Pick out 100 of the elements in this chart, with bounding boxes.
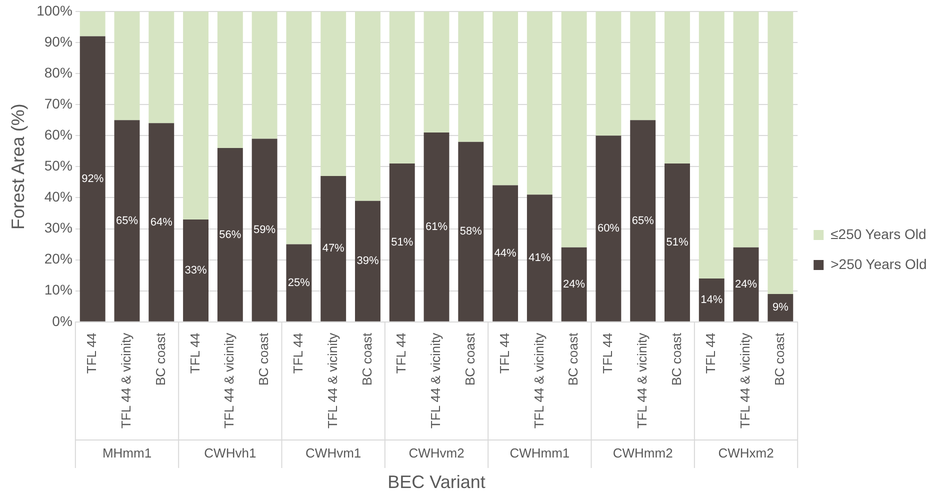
y-tick-label: 100% bbox=[36, 2, 72, 18]
bar bbox=[217, 11, 243, 148]
x-tick-label: BC coast bbox=[772, 332, 787, 386]
bar bbox=[80, 36, 106, 322]
text: MHmm1 bbox=[102, 446, 152, 461]
data-label: 14% bbox=[700, 294, 723, 306]
y-tick-label: 10% bbox=[44, 282, 72, 298]
bar bbox=[664, 11, 690, 164]
bar bbox=[252, 138, 278, 322]
bar bbox=[424, 11, 450, 132]
text: CWHvm2 bbox=[408, 446, 464, 461]
x-tick-label: TFL 44 & vicinity bbox=[222, 332, 237, 429]
x-tick-label: TFL 44 & vicinity bbox=[634, 332, 650, 429]
x-tick-label: BC coast bbox=[668, 332, 684, 386]
text: CWHmm1 bbox=[510, 446, 570, 461]
data-label: 47% bbox=[322, 242, 345, 255]
bar bbox=[217, 148, 243, 322]
x-axis-title: BEC Variant bbox=[388, 472, 486, 492]
bar bbox=[526, 194, 552, 322]
x-tick-label: BC coast bbox=[152, 332, 168, 386]
x-tick-label: TFL 44 & vicinity bbox=[531, 332, 546, 429]
data-label: 56% bbox=[219, 228, 242, 241]
bar bbox=[320, 11, 346, 176]
bar bbox=[561, 247, 587, 322]
bar bbox=[252, 11, 278, 139]
x-tick-label: BC coast bbox=[566, 332, 581, 386]
bar bbox=[458, 11, 484, 142]
y-tick-label: 30% bbox=[44, 220, 72, 236]
y-tick-label: 70% bbox=[44, 95, 72, 112]
x-tick-label: TFL 44 bbox=[187, 332, 202, 374]
bar bbox=[424, 132, 450, 322]
bar bbox=[389, 164, 415, 322]
data-label: 24% bbox=[563, 278, 586, 290]
bar bbox=[80, 11, 106, 36]
bar bbox=[492, 185, 518, 322]
bar bbox=[596, 11, 622, 136]
x-tick-label: TFL 44 bbox=[394, 332, 409, 374]
y-tick-label: 50% bbox=[44, 158, 72, 174]
x-tick-label: TFL 44 bbox=[496, 332, 512, 374]
bar bbox=[183, 11, 208, 220]
bar bbox=[389, 11, 415, 164]
bar bbox=[768, 294, 794, 322]
y-tick-label: 40% bbox=[44, 188, 72, 205]
data-label: 24% bbox=[735, 278, 758, 290]
legend-label: ≤250 Years Old bbox=[830, 226, 926, 242]
x-tick-label: BC coast bbox=[359, 332, 374, 386]
bar bbox=[733, 11, 759, 248]
bar bbox=[630, 120, 656, 322]
bar bbox=[286, 11, 312, 244]
bar bbox=[768, 11, 794, 294]
text: CWHmm2 bbox=[612, 446, 673, 461]
data-label: 60% bbox=[597, 222, 620, 235]
data-label: 25% bbox=[288, 276, 310, 289]
text: CWHxm2 bbox=[718, 446, 774, 461]
y-tick-label: 80% bbox=[44, 64, 72, 80]
data-label: 9% bbox=[772, 302, 789, 314]
y-tick-label: 60% bbox=[44, 126, 72, 142]
bar bbox=[355, 200, 380, 322]
bar bbox=[320, 176, 346, 322]
bar bbox=[492, 11, 518, 186]
data-label: 65% bbox=[632, 214, 654, 227]
x-tick-label: TFL 44 & vicinity bbox=[118, 332, 134, 429]
data-label: 51% bbox=[666, 236, 688, 249]
bar bbox=[286, 244, 312, 322]
x-tick-label: TFL 44 & vicinity bbox=[324, 332, 340, 429]
data-label: 64% bbox=[150, 216, 173, 228]
bar bbox=[114, 120, 140, 322]
x-tick-label: TFL 44 bbox=[600, 332, 616, 374]
bar bbox=[526, 11, 552, 195]
data-label: 61% bbox=[425, 220, 448, 233]
data-label: 65% bbox=[116, 214, 138, 227]
data-label: 33% bbox=[184, 264, 207, 276]
x-tick-label: TFL 44 bbox=[290, 332, 306, 374]
y-tick-label: 0% bbox=[52, 312, 72, 329]
x-tick-label: TFL 44 bbox=[84, 332, 100, 374]
data-label: 92% bbox=[82, 172, 104, 185]
bar bbox=[664, 164, 690, 322]
x-tick-label: BC coast bbox=[462, 332, 478, 386]
text: CWHvm1 bbox=[306, 446, 362, 461]
bar bbox=[698, 11, 724, 278]
bar bbox=[148, 11, 174, 124]
x-tick-label: TFL 44 & vicinity bbox=[738, 332, 753, 429]
bar bbox=[183, 219, 208, 322]
bar bbox=[698, 278, 724, 322]
bar bbox=[114, 11, 140, 120]
x-tick-label: BC coast bbox=[256, 332, 272, 386]
data-label: 41% bbox=[528, 252, 551, 264]
data-label: 39% bbox=[356, 255, 379, 268]
data-label: 59% bbox=[254, 224, 276, 236]
y-axis-title: Forest Area (%) bbox=[8, 104, 28, 230]
data-label: 51% bbox=[391, 236, 414, 249]
bar bbox=[148, 123, 174, 322]
x-tick-label: TFL 44 & vicinity bbox=[428, 332, 444, 429]
bar bbox=[630, 11, 656, 120]
bar bbox=[355, 11, 380, 201]
y-tick-label: 20% bbox=[44, 250, 72, 267]
bar bbox=[596, 136, 622, 322]
data-label: 58% bbox=[460, 226, 482, 238]
data-label: 44% bbox=[494, 247, 517, 260]
bar bbox=[561, 11, 587, 248]
